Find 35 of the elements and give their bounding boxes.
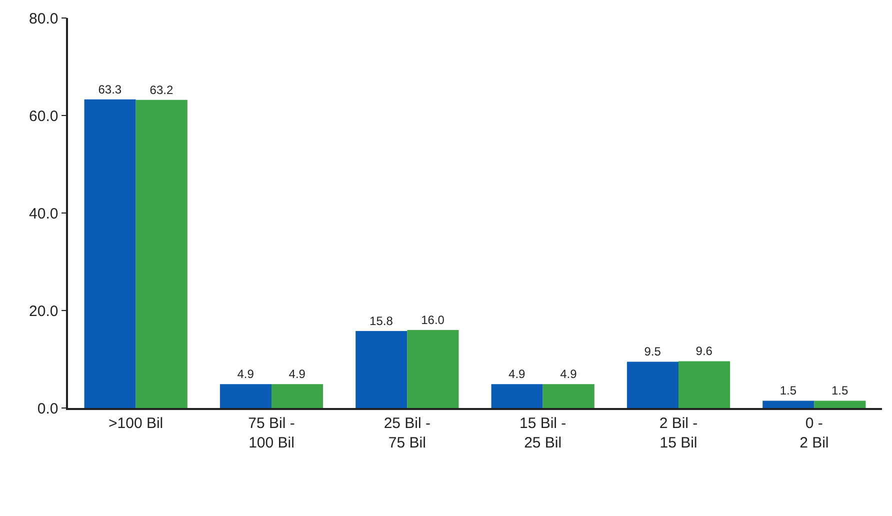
y-tick-label: 80.0 — [29, 10, 58, 28]
data-label: 16.0 — [421, 313, 445, 327]
x-tick-label: 0 - 2 Bil — [800, 414, 829, 452]
bar — [407, 330, 459, 408]
data-label: 4.9 — [237, 367, 254, 382]
x-tick-label: 2 Bil - 15 Bil — [659, 414, 698, 452]
bar — [626, 362, 678, 408]
bar — [542, 384, 594, 408]
bar — [491, 384, 543, 408]
data-label: 9.5 — [644, 344, 662, 359]
bar — [762, 400, 814, 408]
y-tick-label: 40.0 — [29, 205, 58, 222]
bar — [356, 330, 408, 408]
x-tick-label: >100 Bil — [108, 414, 164, 432]
y-tick-label: 0.0 — [37, 400, 58, 418]
x-tick-label: 15 Bil - 25 Bil — [519, 414, 566, 452]
y-tick-label: 60.0 — [29, 108, 58, 125]
data-label: 4.9 — [508, 367, 526, 382]
data-label: 4.9 — [288, 367, 306, 382]
data-label: 9.6 — [696, 344, 713, 358]
data-label: 63.3 — [98, 82, 122, 96]
data-label: 1.5 — [831, 384, 848, 398]
bar — [220, 384, 272, 408]
x-tick-label: 25 Bil - 75 Bil — [384, 414, 431, 452]
bar — [814, 400, 866, 408]
data-label: 1.5 — [780, 384, 797, 398]
y-tick-label: 20.0 — [29, 302, 58, 320]
bar — [136, 100, 188, 408]
data-label: 4.9 — [560, 367, 578, 382]
bar — [84, 99, 136, 408]
bar — [678, 361, 730, 408]
data-label: 63.2 — [150, 82, 174, 97]
bar — [272, 384, 324, 408]
data-label: 15.8 — [370, 314, 394, 328]
x-tick-label: 75 Bil - 100 Bil — [248, 414, 295, 452]
